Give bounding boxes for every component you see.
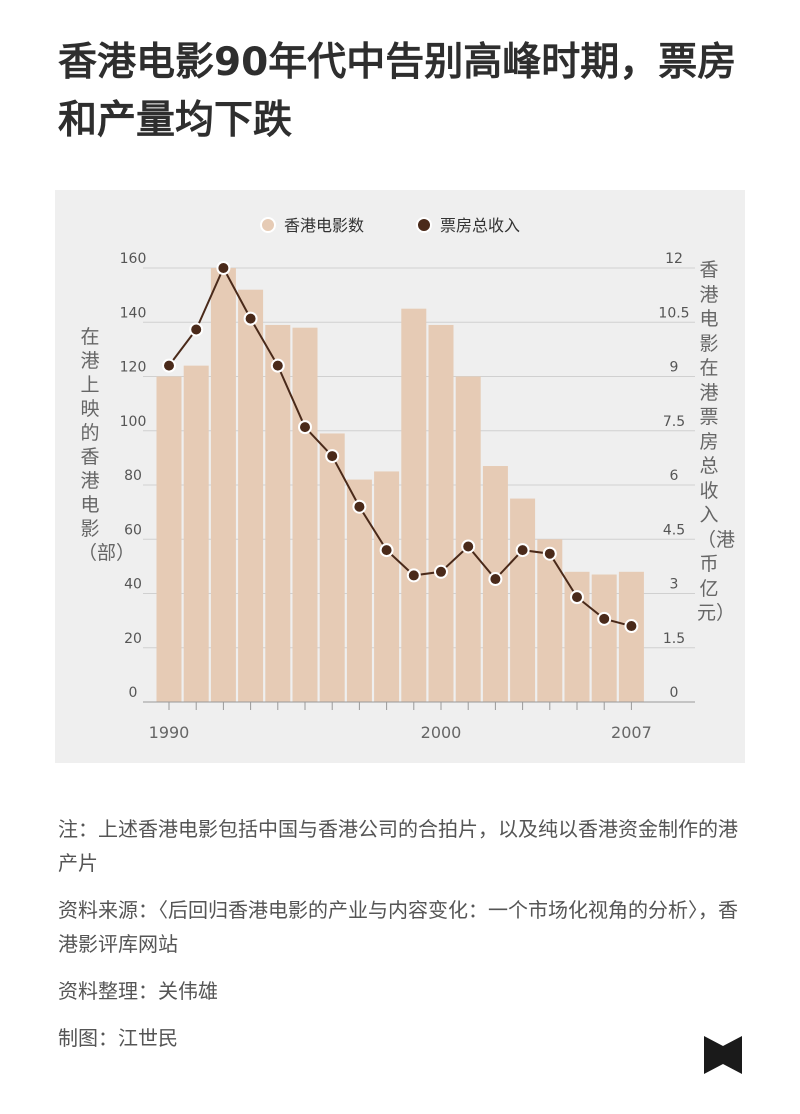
chart-panel: 0 0 20 1.5 40 3 60 4.5 80 6 100 7.5 120 9 140 10.5 160 12… [55, 190, 745, 763]
legend-swatch-revenue [416, 217, 432, 233]
bar [374, 471, 400, 702]
bar [346, 479, 372, 702]
bar [238, 289, 264, 702]
line-point [216, 261, 231, 275]
brand-logo-icon [704, 1036, 742, 1074]
line-point [298, 420, 312, 435]
y-right-tick-label: 3 [670, 577, 679, 593]
bar [183, 365, 209, 702]
y-right-tick-label: 0 [670, 685, 679, 701]
y-left-tick-label: 80 [124, 468, 142, 484]
y-right-tick-label: 4.5 [663, 522, 685, 538]
combo-chart: 0 0 20 1.5 40 3 60 4.5 80 6 100 7.5 120 9 140 10.5 160 12… [120, 216, 695, 742]
y-left-tick-label: 60 [124, 522, 142, 538]
bar [210, 268, 236, 702]
y-right-tick-label: 1.5 [663, 631, 685, 647]
legend-swatch-films [260, 217, 276, 233]
y-left-tick-label: 20 [124, 631, 142, 647]
bar [428, 324, 454, 702]
y-left-tick-label: 100 [120, 414, 147, 430]
legend: 香港电影数 票房总收入 [260, 216, 520, 235]
y-left-tick-label: 40 [124, 577, 142, 593]
revenue-line [168, 265, 632, 628]
line-point [515, 543, 530, 558]
bar [618, 571, 644, 702]
axes: 0 0 20 1.5 40 3 60 4.5 80 6 100 7.5 120 9 140 10.5 160 12… [120, 251, 695, 742]
y-right-tick-label: 12 [665, 251, 683, 267]
y-right-tick-label: 6 [670, 468, 679, 484]
y-right-tick-label: 9 [670, 360, 679, 376]
source-text: 资料来源：〈后回归香港电影的产业与内容变化：一个市场化视角的分析〉，香港影评库网… [58, 898, 738, 956]
line-point [352, 499, 367, 514]
line-point [624, 619, 639, 634]
x-tick-label: 1990 [149, 723, 190, 742]
line-point [461, 539, 476, 554]
line-point [379, 543, 394, 558]
legend-label-revenue: 票房总收入 [440, 216, 520, 235]
y-left-tick-label: 140 [120, 305, 147, 321]
bar [401, 308, 427, 702]
bar [510, 498, 536, 702]
line-series [162, 261, 639, 634]
bar [292, 327, 318, 702]
bar [319, 433, 345, 702]
y-left-tick-label: 120 [120, 360, 147, 376]
bar [591, 574, 617, 702]
line-point [162, 358, 176, 373]
line-point [434, 564, 448, 579]
line-point [597, 611, 612, 626]
line-point [270, 358, 285, 373]
chart-title: 香港电影90年代中告别高峰时期，票房和产量均下跌 [58, 40, 737, 143]
bar-series [156, 268, 644, 702]
line-point [189, 322, 204, 337]
compiled-by-text: 资料整理：关伟雄 [58, 979, 218, 1003]
chart-by-text: 制图：江世民 [58, 1026, 178, 1050]
line-point [542, 546, 557, 561]
bar [455, 376, 481, 702]
line-point [488, 572, 503, 587]
y-left-tick-label: 160 [120, 251, 147, 267]
y-axis-left-title: 在港上映的香港电影（部） [78, 326, 135, 564]
bar [156, 376, 182, 702]
note-text: 注：上述香港电影包括中国与香港公司的合拍片，以及纯以香港资金制作的港产片 [58, 817, 738, 875]
bar [537, 539, 563, 702]
legend-label-films: 香港电影数 [284, 216, 364, 235]
x-tick-label: 2000 [421, 723, 462, 742]
line-point [243, 311, 258, 326]
line-point [570, 590, 584, 605]
y-right-tick-label: 10.5 [658, 305, 689, 321]
bar [265, 324, 291, 702]
y-right-tick-label: 7.5 [663, 414, 685, 430]
x-tick-label: 2007 [611, 723, 652, 742]
line-point [325, 449, 340, 464]
y-axis-right-title: 香港电影在港票房总收入（港币亿元） [697, 259, 736, 624]
notes-section: 注：上述香港电影包括中国与香港公司的合拍片，以及纯以香港资金制作的港产片 资料来… [58, 812, 748, 1068]
line-point [406, 568, 421, 583]
y-left-tick-label: 0 [129, 685, 138, 701]
